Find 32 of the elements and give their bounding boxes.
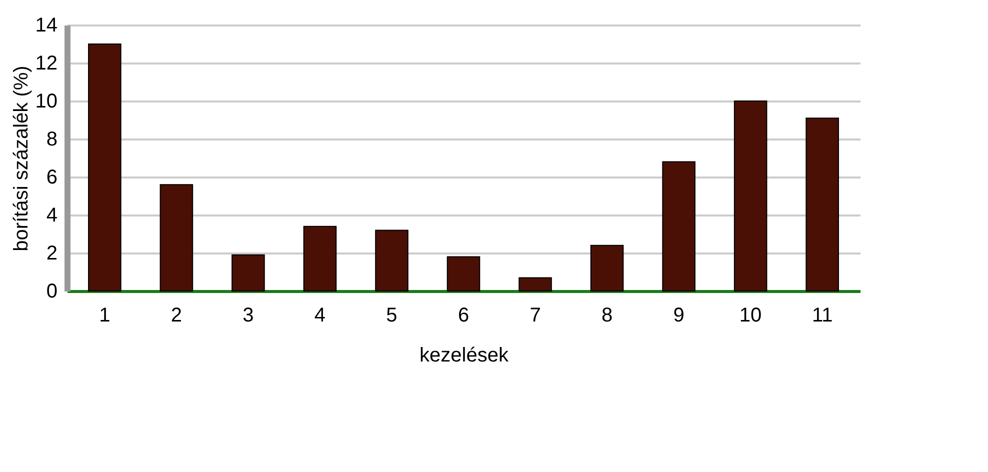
x-tick-label: 5	[386, 304, 398, 326]
x-tick-label: 7	[530, 304, 541, 326]
y-tick-label: 6	[46, 166, 58, 188]
x-tick-label: 8	[601, 304, 613, 326]
x-axis-title: kezelések	[420, 344, 510, 366]
bar	[590, 244, 624, 292]
x-tick-label: 1	[99, 304, 110, 326]
y-tick-label: 2	[46, 242, 58, 264]
y-tick-label: 0	[46, 280, 58, 302]
bar	[303, 226, 337, 292]
bar	[518, 277, 552, 292]
bar	[375, 230, 408, 292]
bar	[160, 184, 194, 292]
bar	[806, 118, 839, 292]
x-tick-label: 11	[812, 304, 833, 326]
y-tick-label: 12	[35, 52, 58, 74]
bar	[232, 254, 265, 292]
y-tick-label: 10	[35, 90, 58, 112]
y-axis-title: borítási százalék (%)	[10, 66, 32, 252]
x-tick-label: 4	[314, 304, 326, 326]
bar	[446, 256, 480, 292]
x-tick-label: 6	[458, 304, 470, 326]
x-tick-label: 2	[170, 304, 182, 326]
bar	[88, 44, 122, 292]
x-tick-label: 3	[242, 304, 254, 326]
y-tick-label: 4	[46, 204, 58, 226]
x-tick-label: 10	[739, 304, 762, 326]
bar	[662, 161, 696, 292]
bar	[734, 100, 768, 292]
y-tick-label: 14	[35, 14, 58, 36]
x-tick-label: 9	[673, 304, 684, 326]
y-tick-label: 8	[46, 128, 58, 150]
